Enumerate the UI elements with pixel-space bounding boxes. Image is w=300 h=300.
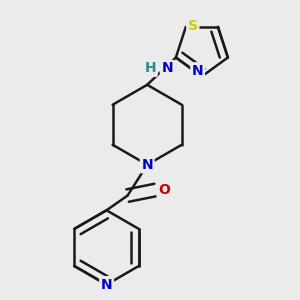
Text: S: S bbox=[188, 19, 198, 32]
Text: N: N bbox=[192, 64, 203, 78]
Text: H: H bbox=[145, 61, 156, 75]
Text: N: N bbox=[161, 61, 173, 75]
Text: O: O bbox=[158, 183, 170, 197]
Text: N: N bbox=[141, 158, 153, 172]
Text: N: N bbox=[101, 278, 112, 292]
